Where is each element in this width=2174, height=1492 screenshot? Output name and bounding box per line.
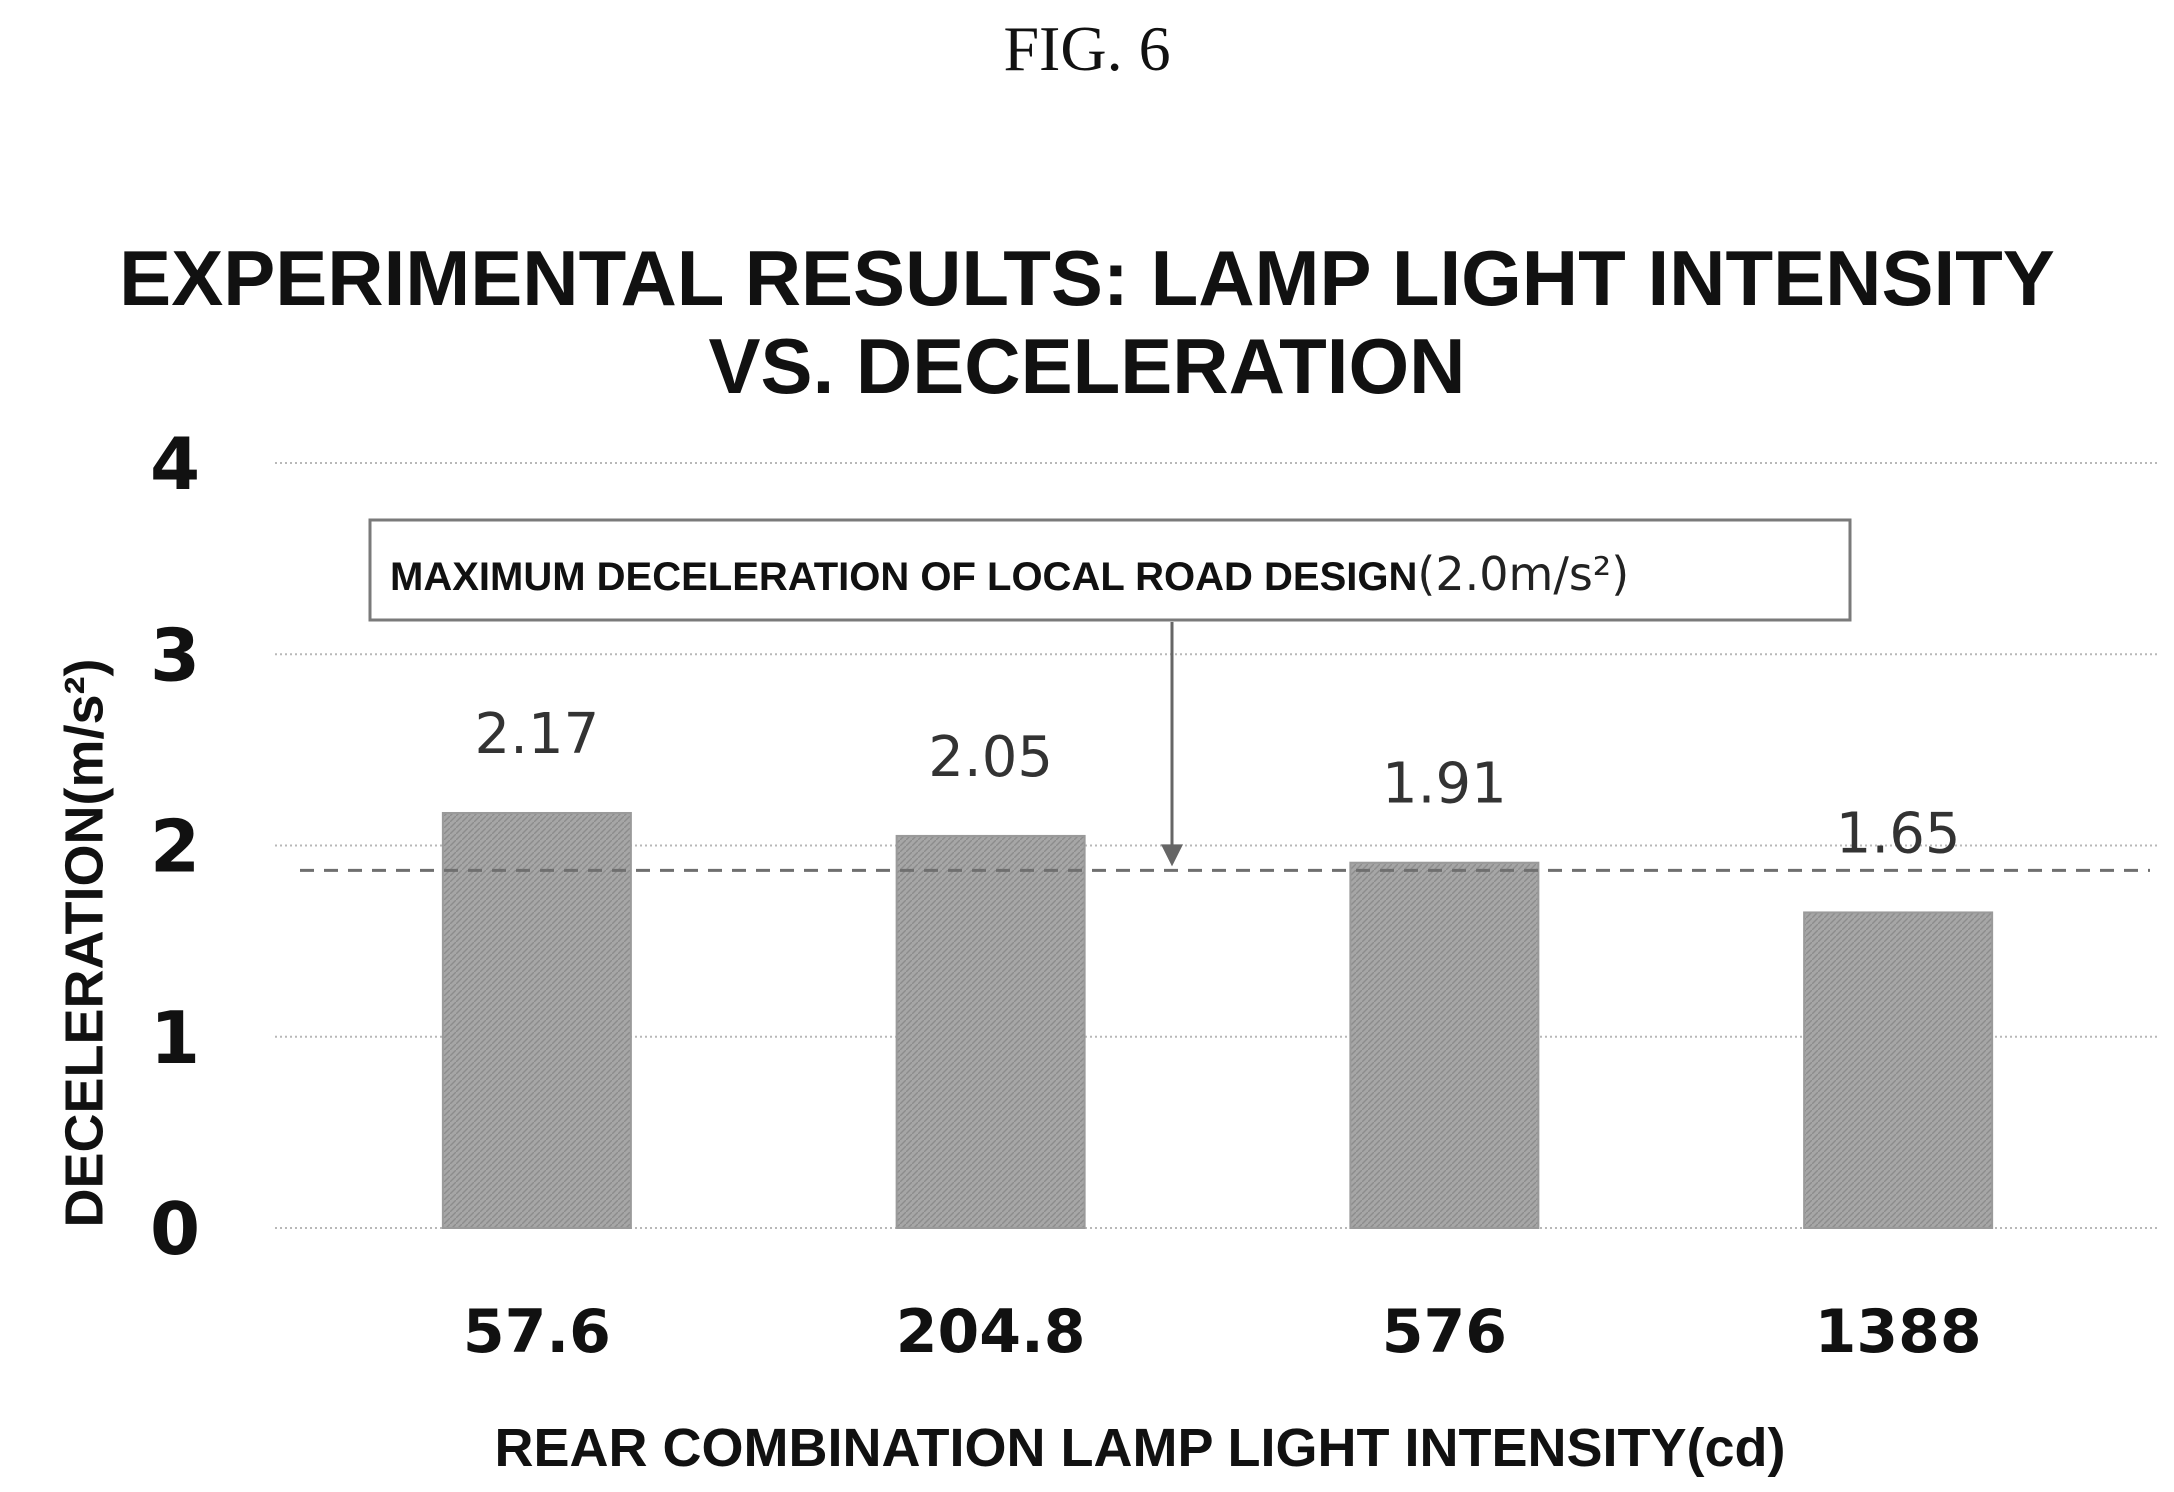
x-tick-label: 1388 — [1815, 1297, 1982, 1367]
bar — [895, 834, 1086, 1229]
x-tick-label: 57.6 — [463, 1297, 611, 1367]
annotation-callout: MAXIMUM DECELERATION OF LOCAL ROAD DESIG… — [368, 518, 1852, 622]
data-labels: 2.17 2.05 1.91 1.65 — [475, 702, 1961, 866]
y-tick-label: 4 — [150, 422, 200, 506]
annotation-text: MAXIMUM DECELERATION OF LOCAL ROAD DESIG… — [390, 555, 1417, 599]
chart-title-line1: EXPERIMENTAL RESULTS: LAMP LIGHT INTENSI… — [119, 234, 2055, 322]
y-tick-label: 3 — [150, 613, 200, 697]
bar-value-label: 1.65 — [1836, 801, 1961, 866]
bar — [441, 811, 632, 1229]
x-axis-label: REAR COMBINATION LAMP LIGHT INTENSITY(cd… — [495, 1418, 1786, 1478]
x-tick-label: 576 — [1382, 1297, 1507, 1367]
chart-title-line2: VS. DECELERATION — [709, 322, 1466, 410]
x-tick-label: 204.8 — [896, 1297, 1086, 1367]
bar-value-label: 2.05 — [928, 725, 1053, 790]
bar — [1349, 861, 1540, 1230]
annotation-arrowhead — [1161, 844, 1183, 867]
y-tick-label: 1 — [150, 996, 200, 1080]
reference-line-group — [300, 622, 2150, 872]
annotation-text-group: MAXIMUM DECELERATION OF LOCAL ROAD DESIG… — [390, 547, 1629, 601]
figure-label: FIG. 6 — [1003, 13, 1170, 84]
bar-value-label: 1.91 — [1382, 752, 1507, 817]
y-axis-label: DECELERATION(m/s²) — [54, 658, 114, 1227]
y-tick-label: 0 — [150, 1187, 200, 1271]
bar — [1803, 911, 1994, 1229]
y-axis-ticks: 0 1 2 3 4 — [150, 422, 200, 1271]
annotation-unit: (2.0m/s²) — [1417, 547, 1629, 601]
bar-value-label: 2.17 — [475, 702, 600, 767]
annotation-box — [368, 518, 1852, 622]
x-axis-ticks: 57.6 204.8 576 1388 — [463, 1297, 1982, 1367]
y-tick-label: 2 — [150, 805, 200, 889]
bars — [441, 811, 1994, 1230]
